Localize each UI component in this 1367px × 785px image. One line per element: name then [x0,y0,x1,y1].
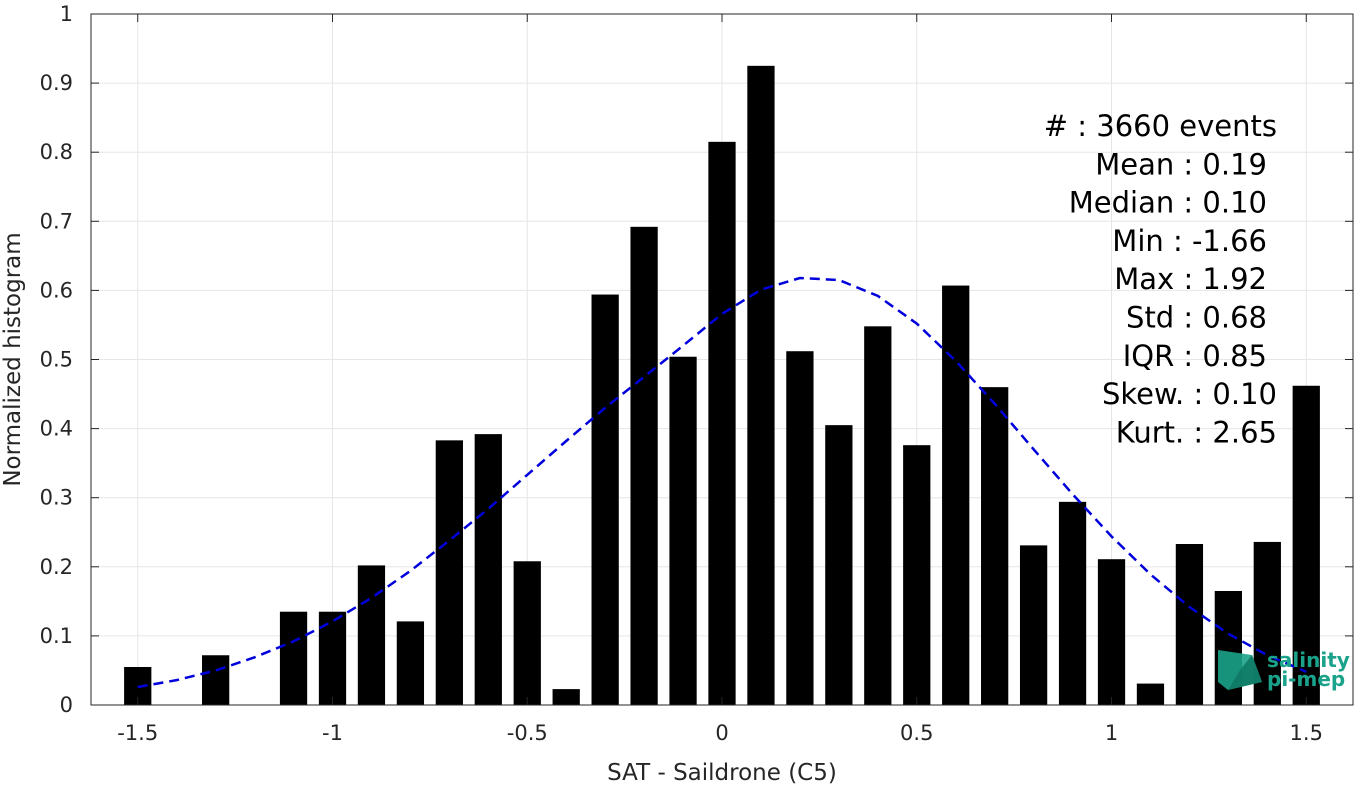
salinity-pimep-logo: salinity pi-mep [1218,648,1350,691]
x-tick-label: -1.5 [117,721,158,745]
statistic-line: Max : 1.92 [1114,262,1267,296]
histogram-bar [435,440,463,705]
histogram-bar [747,65,775,705]
y-tick-label: 0.9 [40,71,73,95]
histogram-bar [864,326,892,705]
histogram-bar [669,356,697,705]
x-tick-label: 1 [1105,721,1118,745]
histogram-bar [903,445,931,705]
x-tick-label: -1 [322,721,343,745]
y-tick-label: 0.3 [40,486,73,510]
histogram-bar [825,425,853,705]
y-tick-label: 1 [60,2,73,26]
y-axis-ticks: 0 0.1 0.2 0.3 0.4 0.5 0.6 0.7 0.8 0.9 1 [40,2,1353,717]
histogram-bar [1175,543,1204,705]
statistic-line: Median : 0.10 [1069,186,1267,220]
y-tick-label: 0 [60,693,73,717]
histogram-bar [981,387,1009,705]
histogram-bar [1097,559,1126,705]
y-tick-label: 0.2 [40,555,73,579]
histogram-bar [396,621,425,705]
histogram-bar [279,611,308,705]
histogram-bar [591,294,619,705]
logo-text-line1: salinity [1267,648,1350,672]
logo-text-line2: pi-mep [1267,667,1345,691]
x-tick-label: 0.5 [900,721,933,745]
histogram-bar [1292,385,1320,705]
histogram-bar [202,655,230,705]
y-tick-label: 0.1 [40,624,73,648]
statistic-line: IQR : 0.85 [1123,339,1267,373]
histogram-bar [1019,545,1048,705]
statistic-line: Min : -1.66 [1112,224,1267,258]
statistic-line: Kurt. : 2.65 [1116,415,1277,449]
histogram-bar [708,141,736,705]
x-tick-label: 0 [715,721,728,745]
histogram-bar [552,689,580,705]
normal-fit-curve [137,276,1307,689]
y-tick-label: 0.6 [40,278,73,302]
statistic-line: Std : 0.68 [1126,301,1267,335]
y-tick-label: 0.5 [40,348,73,372]
histogram-bar [513,561,541,705]
x-axis-ticks: -1.5 -1 -0.5 0 0.5 1 1.5 [117,14,1323,745]
logo-cube-shade [1228,655,1262,690]
statistic-line: Mean : 0.19 [1095,147,1267,181]
x-axis-label: SAT - Saildrone (C5) [607,760,837,785]
histogram-bar [630,226,658,705]
histogram-bar [1136,683,1165,705]
histogram-bar [1058,501,1087,705]
y-tick-label: 0.8 [40,140,73,164]
y-tick-label: 0.7 [40,209,73,233]
histogram-bar [786,351,814,705]
x-tick-label: 1.5 [1290,721,1323,745]
y-tick-label: 0.4 [40,417,73,441]
x-tick-label: -0.5 [507,721,548,745]
statistic-line: # : 3660 events [1044,109,1277,143]
histogram-bar [357,565,386,705]
statistics-box: # : 3660 events Mean : 0.19 Median : 0.10 M… [1044,109,1277,449]
histogram-bar [942,285,970,705]
statistic-line: Skew. : 0.10 [1102,377,1277,411]
y-axis-label: Normalized histogram [0,232,26,486]
histogram-bar [474,434,502,705]
